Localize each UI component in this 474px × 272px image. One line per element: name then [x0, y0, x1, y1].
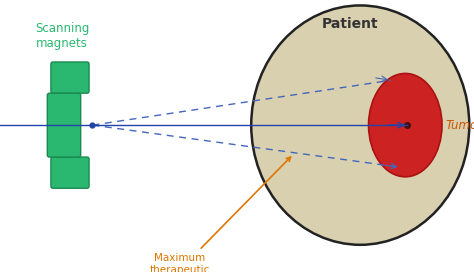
Text: Maximum
therapeutic
radiation dose: Maximum therapeutic radiation dose [143, 157, 291, 272]
Text: Patient: Patient [322, 17, 379, 32]
Text: Tumor: Tumor [446, 119, 474, 132]
FancyBboxPatch shape [51, 62, 89, 93]
Text: Scanning
magnets: Scanning magnets [35, 22, 89, 50]
FancyBboxPatch shape [51, 157, 89, 188]
Ellipse shape [368, 73, 442, 177]
Ellipse shape [251, 5, 469, 245]
FancyBboxPatch shape [47, 93, 81, 157]
